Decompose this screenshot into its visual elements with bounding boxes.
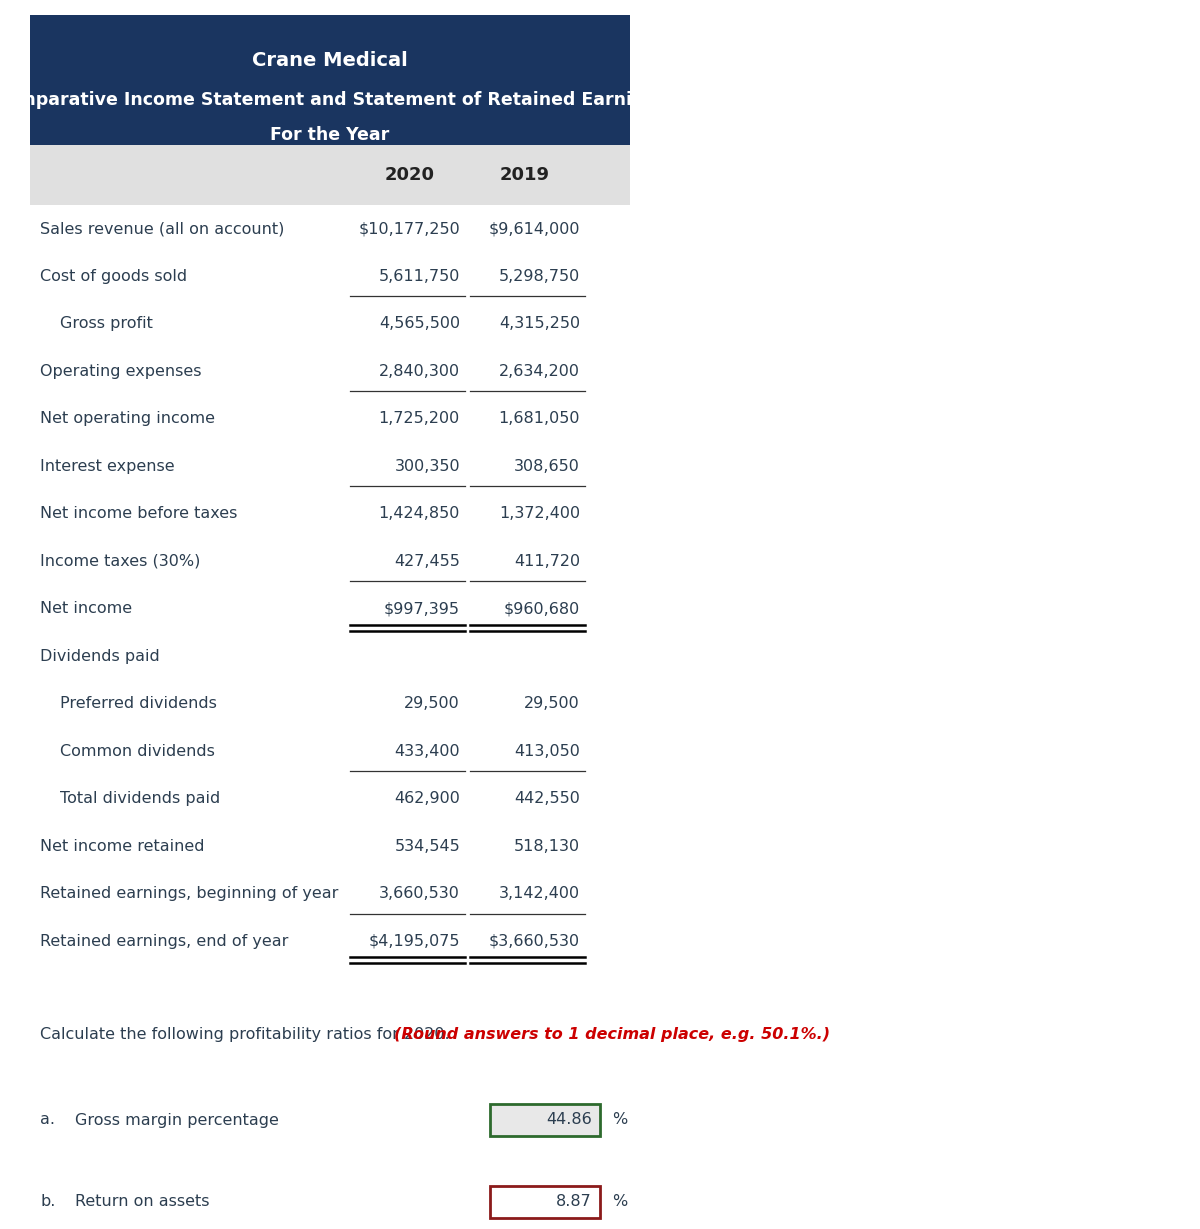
- Text: 442,550: 442,550: [514, 791, 580, 806]
- Text: $3,660,530: $3,660,530: [488, 934, 580, 949]
- Text: $10,177,250: $10,177,250: [359, 221, 460, 236]
- Text: Preferred dividends: Preferred dividends: [60, 697, 217, 712]
- Text: 433,400: 433,400: [395, 744, 460, 758]
- Text: Net income before taxes: Net income before taxes: [40, 506, 238, 521]
- Text: 1,681,050: 1,681,050: [498, 412, 580, 426]
- Text: Operating expenses: Operating expenses: [40, 364, 202, 379]
- Text: Gross profit: Gross profit: [60, 316, 152, 332]
- Text: 2020: 2020: [385, 166, 436, 184]
- Text: 3,142,400: 3,142,400: [499, 886, 580, 901]
- Text: 411,720: 411,720: [514, 554, 580, 569]
- Text: 5,611,750: 5,611,750: [379, 269, 460, 284]
- Bar: [490, 1104, 600, 1136]
- Bar: [490, 1186, 600, 1218]
- Text: Net income retained: Net income retained: [40, 838, 204, 854]
- Text: Net income: Net income: [40, 601, 132, 616]
- Text: Comparative Income Statement and Statement of Retained Earnings: Comparative Income Statement and Stateme…: [0, 91, 667, 109]
- Text: Crane Medical: Crane Medical: [252, 50, 408, 70]
- Text: 308,650: 308,650: [514, 458, 580, 473]
- Text: Net operating income: Net operating income: [40, 412, 215, 426]
- Text: 518,130: 518,130: [514, 838, 580, 854]
- Text: 5,298,750: 5,298,750: [499, 269, 580, 284]
- Text: 300,350: 300,350: [395, 458, 460, 473]
- Text: 1,424,850: 1,424,850: [379, 506, 460, 521]
- Text: 2019: 2019: [500, 166, 550, 184]
- Text: Calculate the following profitability ratios for 2020.: Calculate the following profitability ra…: [40, 1027, 455, 1042]
- Text: 462,900: 462,900: [394, 791, 460, 806]
- Text: $997,395: $997,395: [384, 601, 460, 616]
- Text: %: %: [612, 1112, 628, 1127]
- Text: Total dividends paid: Total dividends paid: [60, 791, 221, 806]
- Text: Sales revenue (all on account): Sales revenue (all on account): [40, 221, 284, 236]
- Text: Common dividends: Common dividends: [60, 744, 215, 758]
- Text: $9,614,000: $9,614,000: [488, 221, 580, 236]
- Bar: [30, 145, 630, 205]
- Text: Retained earnings, beginning of year: Retained earnings, beginning of year: [40, 886, 338, 901]
- Text: Return on assets: Return on assets: [74, 1195, 210, 1209]
- Text: (Round answers to 1 decimal place, e.g. 50.1%.): (Round answers to 1 decimal place, e.g. …: [394, 1027, 829, 1042]
- Text: Gross margin percentage: Gross margin percentage: [74, 1112, 278, 1127]
- Text: b.: b.: [40, 1195, 55, 1209]
- Text: Dividends paid: Dividends paid: [40, 649, 160, 664]
- Text: 413,050: 413,050: [514, 744, 580, 758]
- Text: Income taxes (30%): Income taxes (30%): [40, 554, 200, 569]
- Text: 1,372,400: 1,372,400: [499, 506, 580, 521]
- Text: 29,500: 29,500: [404, 697, 460, 712]
- Text: %: %: [612, 1195, 628, 1209]
- Text: 3,660,530: 3,660,530: [379, 886, 460, 901]
- Text: $4,195,075: $4,195,075: [368, 934, 460, 949]
- Text: Retained earnings, end of year: Retained earnings, end of year: [40, 934, 288, 949]
- Text: $960,680: $960,680: [504, 601, 580, 616]
- Text: Cost of goods sold: Cost of goods sold: [40, 269, 187, 284]
- Text: 2,634,200: 2,634,200: [499, 364, 580, 379]
- Bar: [30, 15, 630, 145]
- Text: 44.86: 44.86: [546, 1112, 592, 1127]
- Text: 4,315,250: 4,315,250: [499, 316, 580, 332]
- Text: a.: a.: [40, 1112, 55, 1127]
- Text: 427,455: 427,455: [394, 554, 460, 569]
- Text: 2,840,300: 2,840,300: [379, 364, 460, 379]
- Text: 1,725,200: 1,725,200: [379, 412, 460, 426]
- Text: Interest expense: Interest expense: [40, 458, 175, 473]
- Text: 4,565,500: 4,565,500: [379, 316, 460, 332]
- Text: 8.87: 8.87: [557, 1195, 592, 1209]
- Text: 534,545: 534,545: [395, 838, 460, 854]
- Text: For the Year: For the Year: [270, 127, 390, 144]
- Text: 29,500: 29,500: [524, 697, 580, 712]
